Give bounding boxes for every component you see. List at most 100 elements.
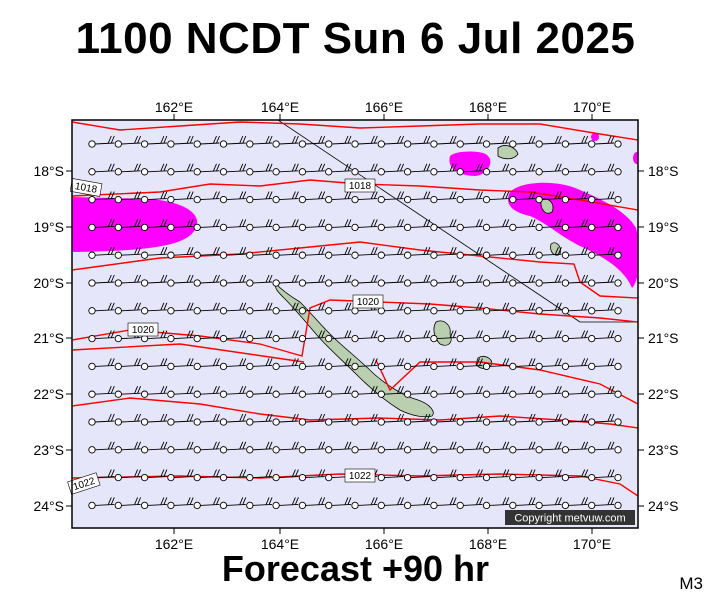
wind-barb bbox=[588, 247, 615, 259]
wind-barb bbox=[509, 219, 536, 232]
wind-barb bbox=[588, 497, 615, 510]
wind-barb bbox=[114, 247, 142, 259]
wind-barb bbox=[561, 163, 589, 176]
wind-barb bbox=[114, 413, 142, 426]
wind-barb bbox=[272, 191, 299, 204]
wind-barb bbox=[325, 497, 352, 510]
wind-barb bbox=[167, 441, 194, 454]
wind-barb bbox=[88, 191, 115, 204]
wind-barb bbox=[272, 358, 299, 371]
wind-barb bbox=[482, 274, 510, 287]
wind-barb bbox=[140, 469, 168, 482]
wind-barb bbox=[614, 168, 622, 176]
wind-barb bbox=[482, 163, 510, 176]
wind-barb bbox=[351, 330, 378, 343]
page-title: 1100 NCDT Sun 6 Jul 2025 bbox=[75, 14, 636, 63]
isobar-label: 1022 bbox=[349, 471, 372, 482]
wind-barb bbox=[88, 219, 115, 232]
wind-barb bbox=[535, 469, 562, 482]
wind-barb bbox=[219, 135, 247, 148]
wind-barb bbox=[535, 497, 562, 510]
wind-barb bbox=[272, 330, 299, 343]
rain-area-west bbox=[72, 197, 198, 252]
wind-barb bbox=[430, 135, 457, 148]
wind-barb bbox=[535, 386, 562, 398]
wind-barb bbox=[193, 163, 220, 176]
wind-barb bbox=[588, 163, 615, 176]
wind-barb bbox=[219, 302, 247, 315]
wind-barb bbox=[535, 247, 562, 259]
wind-barb bbox=[377, 302, 405, 315]
wind-barb bbox=[193, 135, 220, 148]
wind-barb bbox=[167, 386, 194, 398]
wind-barb bbox=[298, 358, 326, 371]
wind-barb bbox=[114, 302, 142, 315]
island-loyalty-mare bbox=[433, 320, 452, 346]
wind-barb bbox=[193, 191, 220, 204]
wind-barb bbox=[456, 135, 483, 148]
wind-barb bbox=[114, 330, 142, 343]
wind-barb bbox=[509, 413, 536, 426]
wind-barb bbox=[588, 302, 615, 315]
wind-barb bbox=[351, 135, 378, 148]
wind-barb bbox=[482, 469, 510, 482]
wind-barb bbox=[298, 191, 326, 204]
wind-barb bbox=[377, 413, 405, 426]
wind-barb bbox=[246, 302, 273, 315]
wind-barb bbox=[535, 191, 562, 204]
wind-barb bbox=[193, 330, 220, 343]
wind-barb bbox=[88, 247, 115, 259]
lon-label: 164°E bbox=[261, 536, 299, 552]
wind-barb bbox=[219, 469, 247, 482]
isobar bbox=[72, 121, 638, 141]
wind-barb bbox=[430, 469, 457, 482]
wind-barb bbox=[193, 497, 220, 510]
wind-barb bbox=[219, 441, 247, 454]
wind-barb bbox=[298, 441, 326, 454]
wind-barb bbox=[377, 247, 405, 259]
wind-barb bbox=[140, 358, 168, 371]
wind-barb bbox=[377, 386, 405, 398]
wind-barb bbox=[377, 163, 405, 176]
wind-barb bbox=[298, 469, 326, 482]
wind-barb bbox=[167, 413, 194, 426]
wind-barb bbox=[430, 413, 457, 426]
wind-barb bbox=[456, 386, 483, 398]
wind-barb bbox=[614, 418, 622, 426]
wind-barb bbox=[588, 135, 615, 148]
wind-barb bbox=[456, 191, 483, 204]
wind-barb bbox=[114, 135, 142, 148]
wind-barb bbox=[193, 274, 220, 287]
wind-barb bbox=[193, 247, 220, 259]
lon-label: 170°E bbox=[573, 536, 611, 552]
wind-barb bbox=[482, 358, 510, 371]
wind-barb bbox=[403, 358, 431, 371]
lat-labels-right: 18°S 19°S 20°S 21°S 22°S 23°S 24°S bbox=[648, 163, 679, 514]
lat-label: 23°S bbox=[648, 442, 679, 458]
lat-label: 22°S bbox=[33, 386, 64, 402]
forecast-label: Forecast +90 hr bbox=[221, 548, 490, 589]
wind-barb bbox=[561, 469, 589, 482]
wind-barb bbox=[88, 497, 115, 510]
wind-barb bbox=[351, 219, 378, 232]
wind-barb bbox=[561, 386, 589, 398]
wind-barb bbox=[325, 386, 352, 398]
lon-label: 168°E bbox=[469, 99, 507, 115]
wind-barb bbox=[456, 330, 483, 343]
wind-barb bbox=[88, 413, 115, 426]
wind-barb bbox=[246, 274, 273, 287]
wind-barb bbox=[219, 330, 247, 343]
wind-barb bbox=[535, 413, 562, 426]
wind-barb bbox=[403, 247, 431, 259]
copyright-text: Copyright metvuw.com bbox=[514, 513, 625, 525]
wind-barb bbox=[114, 358, 142, 371]
wind-barb bbox=[614, 334, 622, 343]
wind-barb bbox=[403, 302, 431, 315]
wind-barb bbox=[246, 219, 273, 232]
wind-barb bbox=[377, 191, 405, 204]
wind-barb bbox=[588, 413, 615, 426]
lat-label: 19°S bbox=[33, 219, 64, 235]
wind-barb bbox=[509, 163, 536, 176]
wind-barb bbox=[140, 497, 168, 510]
wind-barb bbox=[140, 441, 168, 454]
